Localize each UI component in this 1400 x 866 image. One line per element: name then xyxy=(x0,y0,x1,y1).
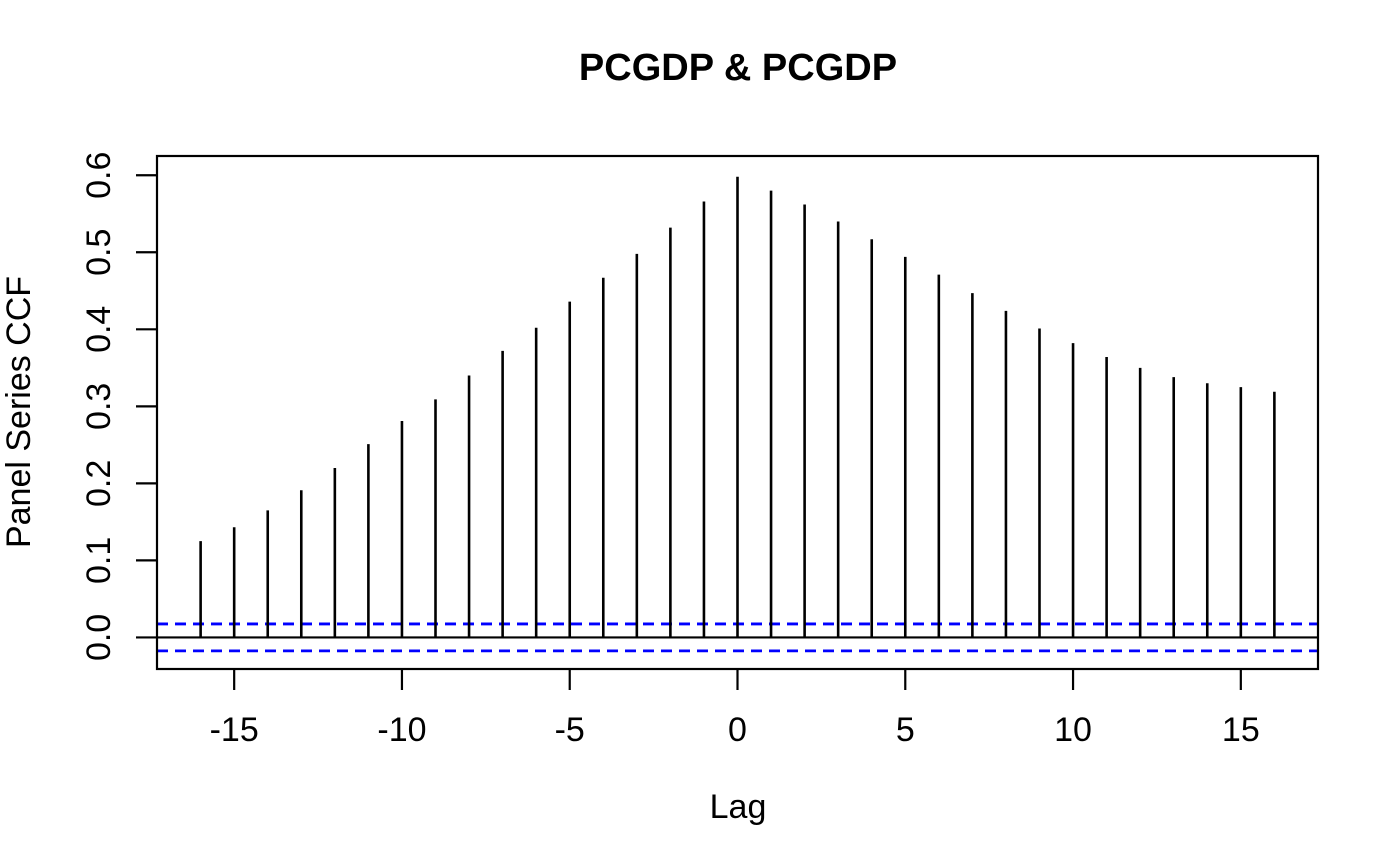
x-tick-label: 0 xyxy=(728,711,747,749)
y-axis-label: Panel Series CCF xyxy=(0,276,38,548)
chart-shapes: -15 -10 -5 0 5 10 15 0.0 0.1 0.2 0.3 0.4 0.5 0.6 xyxy=(80,152,1320,749)
y-tick-label: 0.6 xyxy=(80,152,118,199)
y-tick-label: 0.5 xyxy=(80,229,118,276)
x-tick-label: -5 xyxy=(555,711,585,749)
x-axis-label: Lag xyxy=(710,788,767,826)
x-tick-label: 5 xyxy=(896,711,915,749)
x-tick-label: -15 xyxy=(210,711,259,749)
chart-title: PCGDP & PCGDP xyxy=(579,47,897,89)
x-tick-label: 15 xyxy=(1222,711,1260,749)
chart-labels: PCGDP & PCGDP Lag Panel Series CCF xyxy=(0,47,897,826)
y-tick-label: 0.3 xyxy=(80,383,118,430)
x-tick-label: 10 xyxy=(1054,711,1092,749)
y-tick-label: 0.0 xyxy=(80,614,118,661)
x-tick-label: -10 xyxy=(377,711,426,749)
y-tick-label: 0.2 xyxy=(80,460,118,507)
y-tick-label: 0.4 xyxy=(80,306,118,353)
y-tick-label: 0.1 xyxy=(80,537,118,584)
